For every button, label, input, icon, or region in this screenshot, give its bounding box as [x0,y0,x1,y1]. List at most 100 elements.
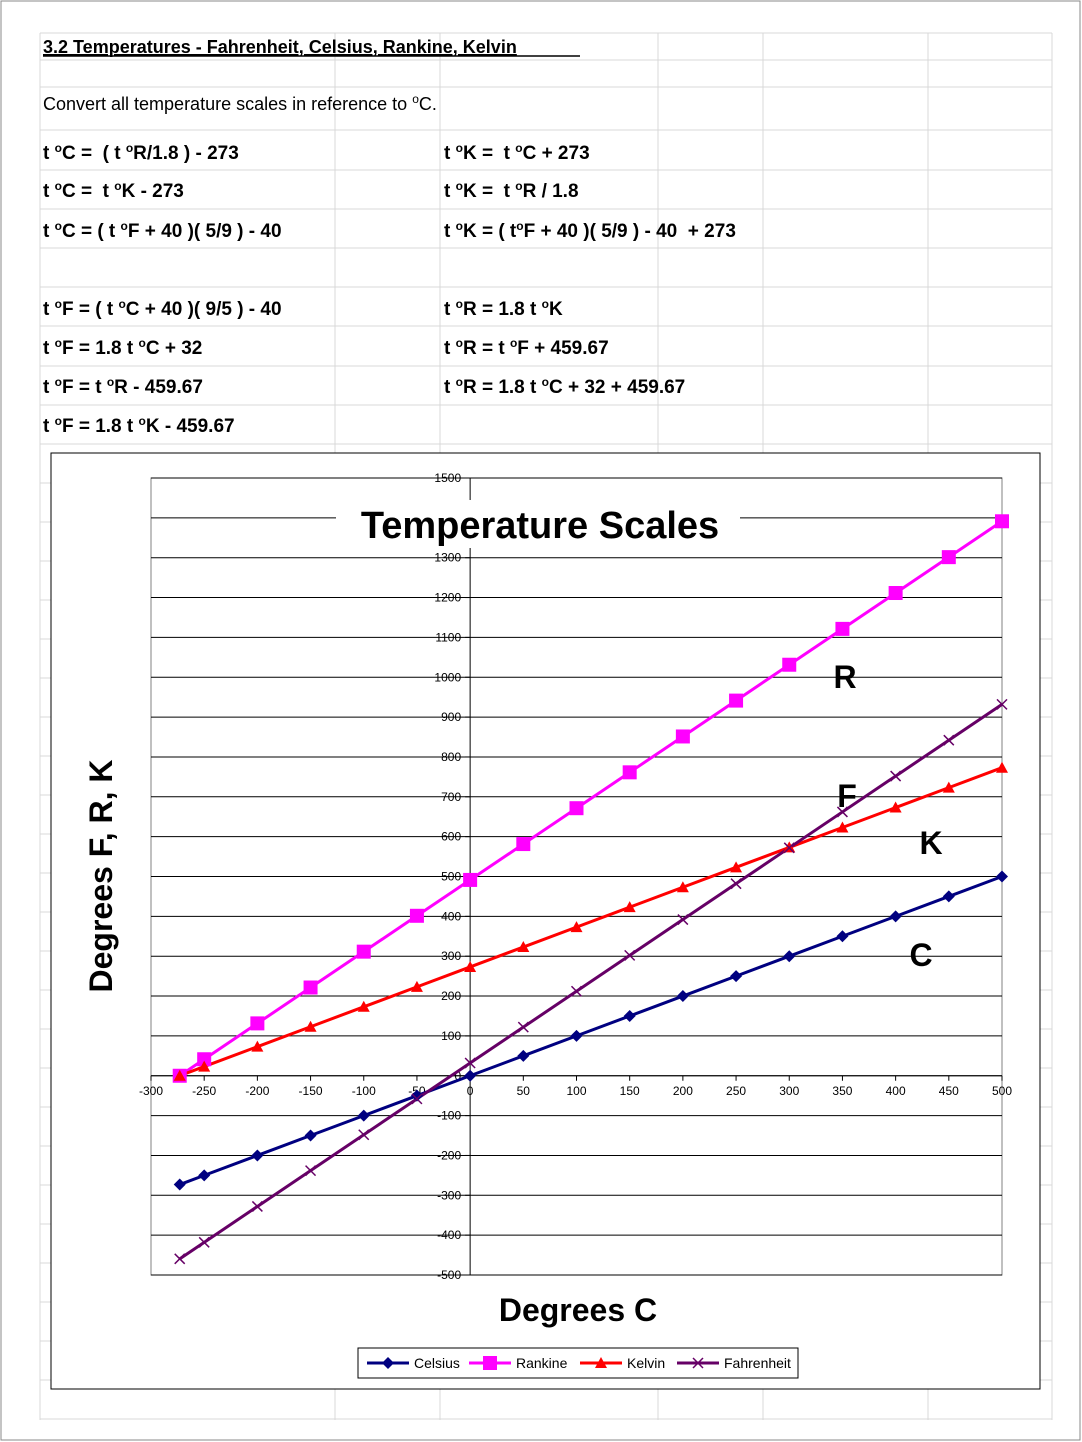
formula: t oK = t oR / 1.8 [444,179,579,202]
data-point [517,941,530,953]
superscript: o [126,141,133,155]
data-point [357,1000,370,1012]
superscript: o [412,92,419,106]
data-point [304,1020,317,1032]
data-point [729,693,744,708]
data-point [250,1016,265,1031]
data-point [623,901,636,913]
superscript: o [542,297,549,311]
legend-label: Rankine [516,1355,568,1371]
formula: t oC = ( t oR/1.8 ) - 273 [43,141,239,164]
y-tick-label: 1500 [434,471,461,485]
formula-part: C + 32 + 459.67 [549,377,685,398]
data-point [942,890,955,903]
data-point [890,770,902,782]
data-point [198,1169,211,1182]
data-point [305,1165,317,1177]
formula-part: t [444,221,456,242]
formula-part: t [444,181,456,202]
formula-part: t [43,181,55,202]
superscript: o [139,414,146,428]
y-tick-label: 500 [441,870,461,884]
x-axis-label: Degrees C [499,1292,657,1328]
data-point [570,921,583,933]
data-point [888,586,903,601]
data-point [570,985,583,997]
formula-part: K [549,299,563,320]
x-tick-label: -200 [245,1084,269,1098]
formula-part: R = t [463,338,510,359]
superscript: o [515,141,522,155]
superscript: o [55,336,62,350]
legend-label: Celsius [414,1355,460,1371]
y-tick-label: 1200 [434,591,461,605]
formula-part: t [43,416,55,437]
data-point [517,1021,529,1033]
formula: t oC = ( t oF + 40 )( 5/9 ) - 40 [43,219,282,242]
superscript: o [456,179,463,193]
y-tick-label: 700 [441,790,461,804]
x-tick-label: 50 [517,1084,531,1098]
superscript: o [456,141,463,155]
y-tick-label: 400 [441,909,461,923]
x-tick-label: -250 [192,1084,216,1098]
data-point [943,734,955,746]
data-point [570,1029,583,1042]
formula-part: R - 459.67 [114,377,203,398]
data-point [517,1049,530,1062]
data-point [358,1129,370,1141]
legend-marker [692,1357,704,1369]
formula-part: K - 459.67 [146,416,235,437]
y-tick-label: 800 [441,750,461,764]
formula-part: t [43,143,55,164]
superscript: o [542,375,549,389]
x-tick-label: 450 [939,1084,959,1098]
data-point [996,761,1008,773]
data-point [624,949,636,961]
data-point [942,781,955,793]
formula-part: t [444,299,456,320]
x-tick-label: 350 [832,1084,852,1098]
x-tick-label: 0 [467,1084,474,1098]
data-point [783,950,796,963]
y-tick-label: 300 [441,949,461,963]
superscript: o [456,219,463,233]
series-annotation: F [837,778,857,814]
x-tick-label: 500 [992,1084,1012,1098]
x-tick-label: -150 [299,1084,323,1098]
x-tick-label: 300 [779,1084,799,1098]
data-point [411,1093,423,1105]
data-point [410,1089,423,1102]
data-point [356,944,371,959]
formula: t oC = t oK - 273 [43,179,184,202]
data-point [516,837,531,852]
superscript: o [516,219,523,233]
data-point [251,1040,264,1052]
superscript: o [114,179,121,193]
superscript: o [55,297,62,311]
formula-part: K = t [463,143,515,164]
data-point [836,821,849,833]
x-tick-label: 400 [886,1084,906,1098]
x-tick-label: 250 [726,1084,746,1098]
formula-part: F = 1.8 t [62,416,139,437]
superscript: o [118,297,125,311]
data-point [173,1178,186,1191]
legend-marker [483,1356,497,1370]
formula-part: C + 273 [523,143,590,164]
chart-title: Temperature Scales [361,505,719,547]
legend-marker [595,1357,607,1368]
formula: t oK = t oC + 273 [444,141,590,164]
x-tick-label: 150 [620,1084,640,1098]
superscript: o [55,414,62,428]
formula-part: t [444,143,456,164]
formula-part: C + 32 [146,338,203,359]
y-tick-label: -100 [437,1109,461,1123]
y-tick-label: 1300 [434,551,461,565]
superscript: o [107,375,114,389]
data-point [889,910,902,923]
superscript: o [510,336,517,350]
superscript: o [121,219,128,233]
formula-part: t [444,338,456,359]
data-point [357,1109,370,1122]
